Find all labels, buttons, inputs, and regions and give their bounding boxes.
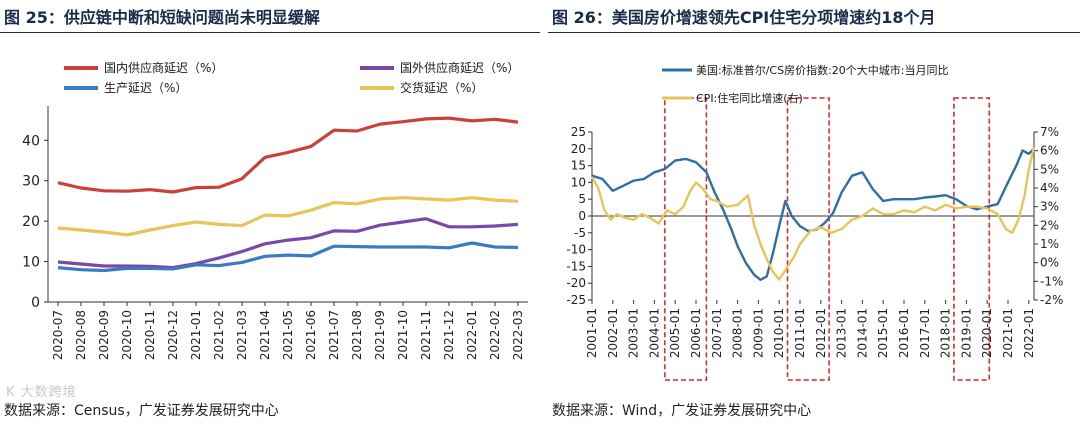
x-tick-label: 2020-12 [166, 310, 180, 360]
x-tick-label: 2020-08 [74, 310, 88, 360]
x-tick-label: 2020-09 [97, 310, 111, 360]
x-tick-label: 2004-01 [647, 308, 661, 358]
y-right-tick-label: 6% [1040, 144, 1059, 158]
x-tick-label: 2014-01 [855, 308, 869, 358]
y-tick-label: 40 [22, 133, 40, 149]
right-figure-title: 图 26：美国房价增速领先CPI住宅分项增速约18个月 [552, 8, 936, 27]
x-tick-label: 2012-01 [814, 308, 828, 358]
x-tick-label: 2021-11 [419, 310, 433, 360]
series-line [57, 116, 519, 194]
right-dual-axis-line-chart: 美国:标准普尔/CS房价指数:20个大中城市:当月同比 CPI:住宅同比增速(右)… [566, 63, 1063, 381]
y-tick-label: 20 [22, 214, 40, 230]
x-tick-label: 2020-01 [980, 308, 994, 358]
left-figure-title: 图 25：供应链中断和短缺问题尚未明显缓解 [4, 8, 320, 27]
x-tick-label: 2018-01 [939, 308, 953, 358]
legend-label: 美国:标准普尔/CS房价指数:20个大中城市:当月同比 [696, 63, 948, 77]
x-tick-label: 2008-01 [731, 308, 745, 358]
x-tick-label: 2021-07 [327, 310, 341, 360]
y-left-tick-label: -15 [566, 259, 586, 273]
x-tick-label: 2002-01 [606, 308, 620, 358]
x-tick-label: 2020-11 [143, 310, 157, 360]
x-tick-label: 2010-01 [772, 308, 786, 358]
x-tick-label: 2013-01 [835, 308, 849, 358]
x-tick-label: 2017-01 [918, 308, 932, 358]
y-left-tick-label: -10 [566, 243, 586, 257]
x-tick-label: 2021-12 [442, 310, 456, 360]
x-tick-label: 2015-01 [876, 308, 890, 358]
highlight-dashed-box [786, 97, 830, 381]
x-tick-label: 2020-10 [120, 310, 134, 360]
y-left-tick-label: 0 [578, 209, 586, 223]
y-left-tick-label: 10 [571, 175, 586, 189]
series-line [57, 241, 519, 273]
x-tick-label: 2001-01 [585, 308, 599, 358]
right-title-rule [548, 32, 1080, 33]
x-tick-label: 2011-01 [793, 308, 807, 358]
y-left-tick-label: -5 [574, 226, 586, 240]
y-right-tick-label: 7% [1040, 125, 1059, 139]
y-tick-label: 0 [31, 295, 40, 311]
y-right-tick-label: 4% [1040, 181, 1059, 195]
left-source-note: 数据来源：Census，广发证券发展研究中心 [4, 403, 279, 419]
x-tick-label: 2021-08 [350, 310, 364, 360]
x-tick-label: 2021-06 [304, 310, 318, 360]
legend-label: 生产延迟（%） [104, 81, 187, 95]
x-tick-label: 2007-01 [710, 308, 724, 358]
y-tick-label: 10 [22, 255, 40, 271]
legend-label: 国外供应商延迟（%） [400, 60, 519, 75]
y-right-tick-label: 3% [1040, 200, 1059, 214]
x-tick-label: 2021-05 [281, 310, 295, 360]
x-tick-label: 2021-01 [189, 310, 203, 360]
x-tick-label: 2003-01 [627, 308, 641, 358]
right-source-note: 数据来源：Wind，广发证券发展研究中心 [552, 403, 812, 419]
y-right-tick-label: -2% [1040, 293, 1063, 307]
y-right-tick-label: 5% [1040, 162, 1059, 176]
legend-label: 国内供应商延迟（%） [104, 60, 223, 75]
y-right-tick-label: 1% [1040, 237, 1059, 251]
y-tick-label: 30 [22, 174, 40, 190]
y-left-tick-label: 15 [571, 159, 586, 173]
x-tick-label: 2021-04 [258, 310, 272, 360]
series-line [590, 146, 1036, 281]
x-tick-label: 2019-01 [959, 308, 973, 358]
y-right-tick-label: -1% [1040, 274, 1063, 288]
y-left-tick-label: -25 [566, 293, 586, 307]
y-left-tick-label: 5 [578, 192, 586, 206]
x-tick-label: 2022-01 [1022, 308, 1036, 358]
x-tick-label: 2021-09 [373, 310, 387, 360]
x-tick-label: 2009-01 [751, 308, 765, 358]
x-tick-label: 2022-03 [511, 310, 525, 360]
x-tick-label: 2022-02 [488, 310, 502, 360]
series-line [57, 196, 519, 237]
y-left-tick-label: 20 [571, 142, 586, 156]
y-left-tick-label: -20 [566, 276, 586, 290]
series-line [57, 217, 519, 270]
x-tick-label: 2005-01 [668, 308, 682, 358]
y-left-tick-label: 25 [571, 125, 586, 139]
x-tick-label: 2006-01 [689, 308, 703, 358]
left-title-rule [0, 32, 540, 33]
series-line [591, 147, 1035, 281]
x-tick-label: 2022-01 [465, 310, 479, 360]
x-tick-label: 2021-03 [235, 310, 249, 360]
legend-label: 交货延迟（%） [400, 80, 483, 95]
watermark-text: K 大数跨境 [6, 385, 77, 400]
y-right-tick-label: 2% [1040, 218, 1059, 232]
x-tick-label: 2021-02 [212, 310, 226, 360]
left-line-chart: 国内供应商延迟（%） 国外供应商延迟（%） 生产延迟（%） 交货延迟（%） 0 10 20 3… [22, 60, 528, 360]
left-figure-panel: 图 25：供应链中断和短缺问题尚未明显缓解 国内供应商延迟（%） 国外供应商延迟（… [0, 8, 540, 419]
y-right-tick-label: 0% [1040, 256, 1059, 270]
x-tick-label: 2020-07 [51, 310, 65, 360]
x-tick-label: 2016-01 [897, 308, 911, 358]
x-tick-label: 2021-10 [396, 310, 410, 360]
highlight-dashed-box [953, 97, 991, 381]
legend-label: CPI:住宅同比增速(右) [696, 91, 803, 105]
x-tick-label: 2021-01 [1001, 308, 1015, 358]
right-figure-panel: 图 26：美国房价增速领先CPI住宅分项增速约18个月 美国:标准普尔/CS房价… [548, 0, 1080, 424]
